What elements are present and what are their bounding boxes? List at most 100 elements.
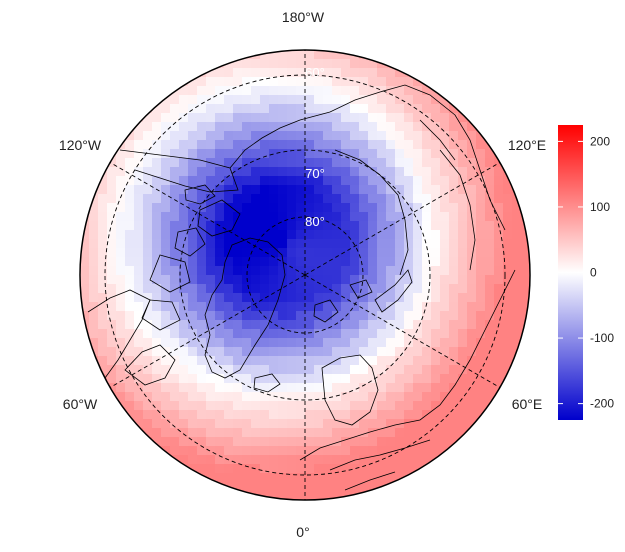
field-cell xyxy=(224,158,234,168)
field-cell xyxy=(179,356,189,366)
field-cell xyxy=(323,320,333,330)
field-cell xyxy=(350,383,360,393)
field-cell xyxy=(431,365,441,375)
field-cell xyxy=(512,293,522,303)
field-cell xyxy=(143,275,153,285)
field-cell xyxy=(368,383,378,393)
field-cell xyxy=(305,122,315,132)
field-cell xyxy=(350,473,360,483)
field-cell xyxy=(260,248,270,258)
meridian-line xyxy=(304,274,501,388)
field-cell xyxy=(323,194,333,204)
field-cell xyxy=(359,428,369,438)
field-cell xyxy=(206,113,216,123)
field-cell xyxy=(98,356,108,366)
field-cell xyxy=(386,194,396,204)
field-cell xyxy=(251,59,261,69)
field-cell xyxy=(458,401,468,411)
map-border xyxy=(79,49,531,501)
field-cell xyxy=(422,392,432,402)
field-cell xyxy=(494,176,504,186)
field-cell xyxy=(152,437,162,447)
field-cell xyxy=(134,176,144,186)
field-cell xyxy=(341,437,351,447)
field-cell xyxy=(161,410,171,420)
field-cell xyxy=(485,257,495,267)
field-cell xyxy=(368,392,378,402)
field-cell xyxy=(179,275,189,285)
field-cell xyxy=(431,158,441,168)
field-cell xyxy=(260,356,270,366)
field-cell xyxy=(179,167,189,177)
field-cell xyxy=(134,122,144,132)
field-cell xyxy=(161,392,171,402)
field-cell xyxy=(107,230,117,240)
field-cell xyxy=(431,185,441,195)
field-cell xyxy=(305,104,315,114)
field-cell xyxy=(215,257,225,267)
field-cell xyxy=(440,140,450,150)
field-cell xyxy=(278,50,288,60)
field-cell xyxy=(350,275,360,285)
field-cell xyxy=(476,275,486,285)
field-cell xyxy=(332,50,342,60)
field-cell xyxy=(296,365,306,375)
field-cell xyxy=(476,374,486,384)
field-cell xyxy=(305,320,315,330)
field-cell xyxy=(188,212,198,222)
field-cell xyxy=(386,473,396,483)
field-cell xyxy=(161,176,171,186)
field-cell xyxy=(179,419,189,429)
field-cell xyxy=(314,248,324,258)
field-cell xyxy=(404,284,414,294)
field-cell xyxy=(206,131,216,141)
field-cell xyxy=(521,284,530,294)
field-cell xyxy=(251,167,261,177)
field-cell xyxy=(413,113,423,123)
field-cell xyxy=(188,185,198,195)
field-cell xyxy=(242,293,252,303)
field-cell xyxy=(224,176,234,186)
field-cell xyxy=(377,239,387,249)
field-cell xyxy=(395,230,405,240)
field-cell xyxy=(179,347,189,357)
field-cell xyxy=(422,95,432,105)
field-cell xyxy=(386,293,396,303)
field-cell xyxy=(413,194,423,204)
field-cell xyxy=(314,320,324,330)
field-cell xyxy=(269,284,279,294)
field-cell xyxy=(332,473,342,483)
field-cell xyxy=(125,329,135,339)
field-cell xyxy=(314,419,324,429)
field-cell xyxy=(413,428,423,438)
coastlines xyxy=(84,84,516,491)
field-cell xyxy=(242,320,252,330)
field-cell xyxy=(251,203,261,213)
field-cell xyxy=(242,248,252,258)
colorbar-tick-label: 200 xyxy=(590,134,610,148)
field-cell xyxy=(332,140,342,150)
field-cell xyxy=(314,374,324,384)
field-cell xyxy=(188,131,198,141)
field-cell xyxy=(143,365,153,375)
field-cell xyxy=(413,464,423,474)
field-cell xyxy=(449,176,459,186)
field-cell xyxy=(404,158,414,168)
field-cell xyxy=(458,383,468,393)
field-cell xyxy=(503,239,513,249)
field-cell xyxy=(260,239,270,249)
field-cell xyxy=(368,95,378,105)
field-cell xyxy=(224,320,234,330)
field-cell xyxy=(80,194,90,204)
field-cell xyxy=(242,230,252,240)
field-cell xyxy=(305,473,315,483)
field-cell xyxy=(116,338,126,348)
field-cell xyxy=(188,248,198,258)
field-cell xyxy=(305,86,315,96)
field-cell xyxy=(287,113,297,123)
field-cell xyxy=(359,446,369,456)
field-cell xyxy=(134,338,144,348)
field-cell xyxy=(314,212,324,222)
field-cell xyxy=(341,257,351,267)
field-cell xyxy=(431,410,441,420)
